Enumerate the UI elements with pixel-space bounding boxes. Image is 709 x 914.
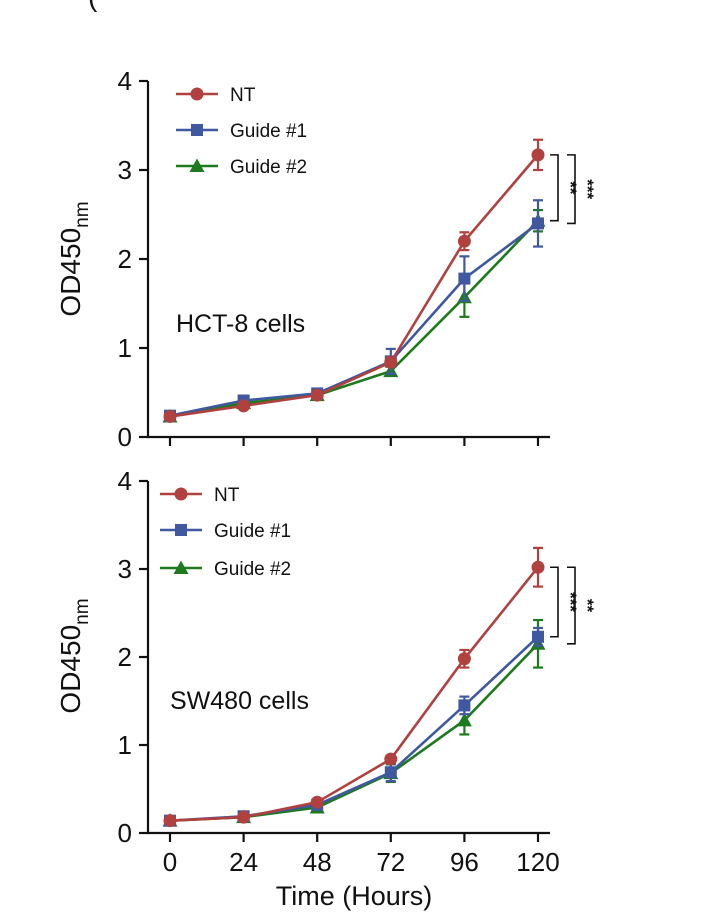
data-point <box>457 652 471 666</box>
legend-marker <box>189 158 205 172</box>
data-point <box>163 410 177 424</box>
y-tick-label: 2 <box>118 244 132 274</box>
legend: NT Guide #1 Guide #2 <box>176 85 307 178</box>
y-axis-label: OD450nm <box>55 598 93 713</box>
x-tick-label: 24 <box>229 847 258 877</box>
y-tick-label: 1 <box>118 333 132 363</box>
data-point <box>384 752 398 766</box>
legend-item: Guide #1 <box>160 521 291 542</box>
x-tick-label: 0 <box>163 847 177 877</box>
legend-item: Guide #2 <box>160 559 291 580</box>
header-fragment: ( <box>88 0 98 12</box>
panel-label: HCT-8 cells <box>176 310 305 338</box>
series-line <box>169 566 540 822</box>
legend-item: NT <box>176 85 256 106</box>
y-axis-label-main: OD450 <box>55 625 86 714</box>
x-axis-label: Time (Hours) <box>276 881 433 911</box>
legend-label: Guide #1 <box>230 121 307 142</box>
legend: NT Guide #1 Guide #2 <box>160 485 291 580</box>
data-point <box>310 795 324 809</box>
data-point <box>456 712 472 727</box>
data-point <box>237 810 251 824</box>
series-line <box>169 635 539 822</box>
series-nt <box>163 546 545 828</box>
y-axis-label-main: OD450 <box>55 228 86 317</box>
x-tick-label: 48 <box>303 847 332 877</box>
data-point <box>384 766 397 779</box>
legend-marker <box>174 487 188 501</box>
data-point <box>384 355 398 369</box>
y-tick-label: 0 <box>118 818 132 848</box>
legend-label: Guide #1 <box>214 521 291 542</box>
y-tick-label: 2 <box>118 642 132 672</box>
significance-label: ** <box>578 599 597 613</box>
legend-label: NT <box>230 85 256 106</box>
y-axis-label-sub: nm <box>72 598 93 624</box>
legend-item: NT <box>160 485 240 506</box>
bracket-line <box>567 566 576 645</box>
significance-bracket: *** <box>567 154 597 225</box>
series-guide-1 <box>164 626 544 827</box>
y-tick-label: 4 <box>118 66 132 96</box>
y-tick-label: 3 <box>118 554 132 584</box>
bracket-line <box>550 154 559 222</box>
series-line <box>169 642 539 822</box>
legend-marker <box>173 560 189 574</box>
series-nt <box>163 138 545 424</box>
y-axis-label: OD450nm <box>55 201 93 316</box>
x-tick-label: 96 <box>450 847 479 877</box>
y-tick-label: 3 <box>118 155 132 185</box>
significance-label: ** <box>561 181 580 195</box>
legend-marker <box>190 87 204 101</box>
bracket-line <box>567 154 576 225</box>
y-tick-label: 4 <box>118 466 132 496</box>
legend-label: NT <box>214 485 240 506</box>
legend-label: Guide #2 <box>230 157 307 178</box>
data-point <box>458 699 471 712</box>
chart-panel-hct8: 0 1 2 3 4 OD450nm HCT-8 cells NT Guide #1 Guide #… <box>55 66 597 452</box>
data-point <box>532 217 544 230</box>
y-tick-label: 1 <box>118 730 132 760</box>
x-tick-label: 120 <box>516 847 559 877</box>
data-point <box>163 814 177 828</box>
data-point <box>310 388 324 402</box>
x-tick-label: 72 <box>376 847 405 877</box>
data-point <box>457 234 471 248</box>
data-point <box>531 148 545 162</box>
series-line <box>169 154 539 418</box>
bracket-line <box>550 566 559 638</box>
y-tick-label: 0 <box>118 422 132 452</box>
data-point <box>237 399 251 413</box>
series-line <box>169 219 539 418</box>
legend-item: Guide #1 <box>176 121 307 142</box>
panel-label: SW480 cells <box>170 687 309 715</box>
data-point <box>532 630 544 643</box>
chart-panel-sw480: 0 1 2 3 4 0 24 48 72 96 120 Time (Hours) OD450nm SW48… <box>55 466 597 911</box>
significance-label: *** <box>561 592 580 612</box>
legend-marker <box>175 524 187 536</box>
y-axis-label-sub: nm <box>72 201 93 227</box>
legend-item: Guide #2 <box>176 157 307 178</box>
legend-marker <box>191 124 203 136</box>
series-guide-2 <box>162 618 546 827</box>
significance-label: *** <box>578 179 597 199</box>
significance-bracket: ** <box>567 566 597 645</box>
legend-label: Guide #2 <box>214 559 291 580</box>
data-point <box>531 560 545 574</box>
data-point <box>458 272 471 285</box>
